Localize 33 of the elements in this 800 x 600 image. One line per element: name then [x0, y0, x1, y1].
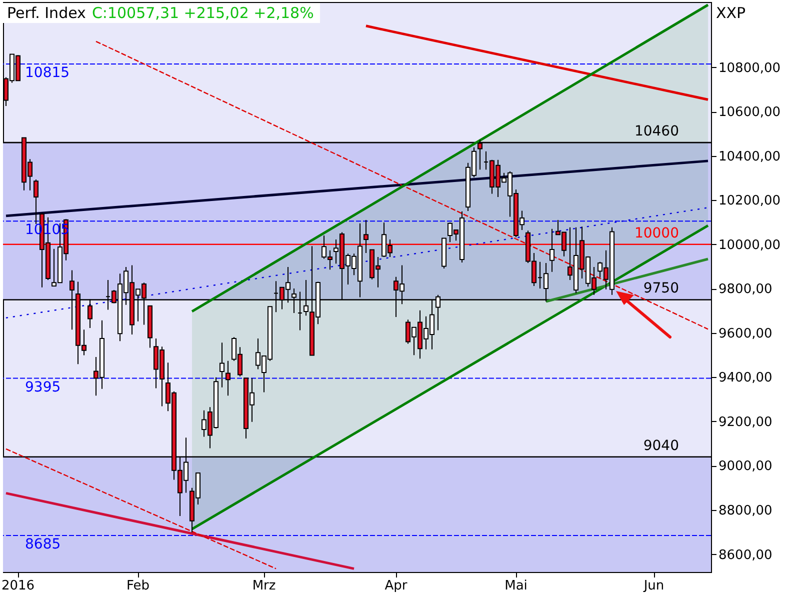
ref-line-label: 10000	[634, 225, 679, 242]
x-tick-label: 2016	[1, 578, 35, 594]
y-tick-label: 9400,00	[718, 370, 772, 386]
ref-line-label: 9395	[25, 379, 61, 396]
x-tick-label: Apr	[384, 578, 408, 594]
y-tick-label: 9200,00	[718, 414, 772, 430]
ref-line-label: 9750	[643, 280, 679, 297]
x-tick-label: Feb	[126, 578, 150, 594]
ref-line-label: 9040	[643, 438, 679, 454]
ref-line-label: 10460	[634, 124, 679, 140]
ref-line-label: 8685	[25, 536, 61, 552]
x-tick-label: Jun	[642, 578, 664, 594]
x-tick-label: Mrz	[252, 578, 276, 594]
text: XXP	[716, 4, 746, 22]
y-tick-label: 10400,00	[718, 149, 781, 164]
y-tick-label: 8800,00	[718, 504, 772, 519]
y-tick-label: 8600,00	[718, 548, 772, 563]
candlestick	[226, 360, 230, 396]
chart-title: Perf. Index	[7, 4, 86, 22]
candlestick	[364, 220, 368, 254]
candlestick	[220, 342, 224, 388]
candlestick	[550, 228, 554, 272]
candlestick	[34, 179, 38, 225]
y-tick-label: 10000,00	[718, 238, 781, 253]
y-tick-label: 9800,00	[718, 282, 772, 298]
ref-line-label: 10815	[25, 64, 70, 81]
x-tick-label: Mai	[504, 578, 528, 594]
chart-subtitle: C:10057,31 +215,02 +2,18%	[92, 4, 314, 22]
y-tick-label: 9600,00	[718, 326, 772, 342]
y-tick-label: 10200,00	[718, 194, 781, 209]
y-tick-label: 10800,00	[718, 60, 781, 76]
y-tick-label: 9000,00	[718, 459, 772, 474]
y-tick-label: 10600,00	[718, 105, 781, 120]
